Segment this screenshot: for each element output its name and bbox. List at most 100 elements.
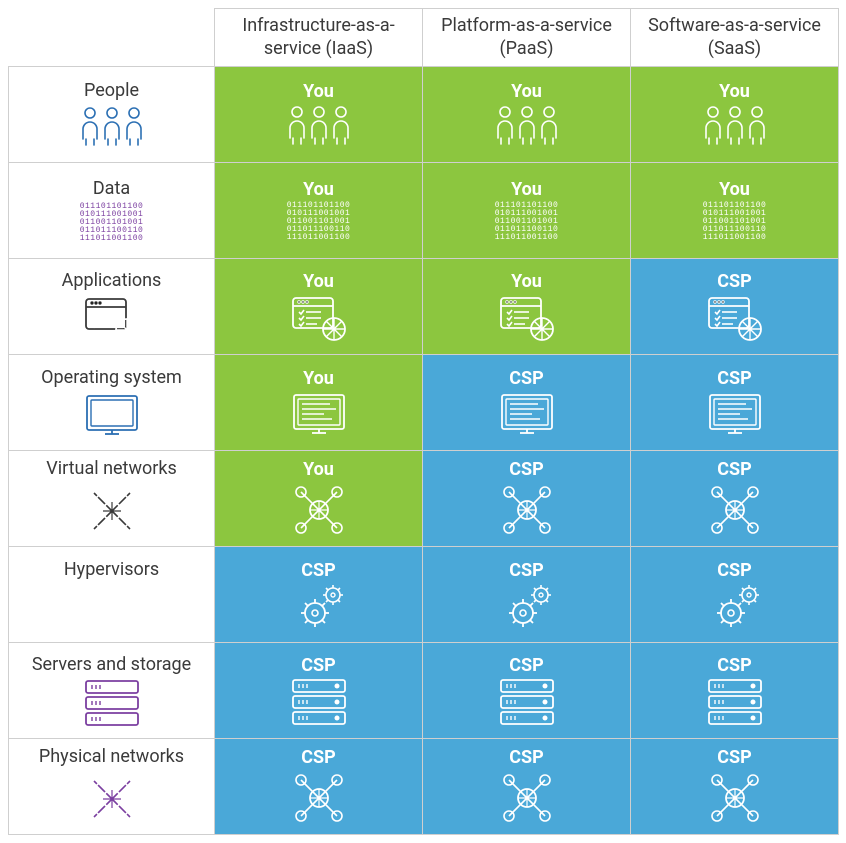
col-header-iaas: Infrastructure-as-a-service (IaaS): [215, 9, 423, 67]
people-icon: [427, 104, 626, 148]
servers-icon: .srv-led circle{fill:#ffffff;stroke:none…: [219, 678, 418, 726]
table-row: Physical networks .net-node{stroke:#2b6f…: [9, 739, 839, 835]
data-icon: 011101101100 010111001001 011001101001 0…: [219, 202, 418, 242]
cell-physnet-saas: CSP .net-node{stroke:#ffffff} .net-cente…: [631, 739, 839, 835]
table-row: Data 011101101100 010111001001 0110011010…: [9, 163, 839, 259]
responsibility-label: CSP: [427, 459, 626, 480]
cell-hyp-saas: CSP .gear-big *{stroke:#ffffff} .gear-sm…: [631, 547, 839, 643]
vnet-icon: .net-node{stroke:#7b3fa0} .net-center{fi…: [13, 483, 210, 539]
row-header-people: People: [9, 67, 215, 163]
os-icon: .os-lines line{stroke:#e98a3c}: [13, 392, 210, 438]
cell-apps-paas: You .app-lines line,.app-lines path{stro…: [423, 259, 631, 355]
cell-people-paas: You: [423, 67, 631, 163]
responsibility-label: CSP: [219, 747, 418, 768]
data-icon: 011101101100 010111001001 011001101001 0…: [13, 203, 210, 243]
cell-hyp-paas: CSP .gear-big *{stroke:#ffffff} .gear-sm…: [423, 547, 631, 643]
row-label: Data: [13, 178, 210, 199]
responsibility-label: CSP: [219, 655, 418, 676]
cell-people-iaas: You: [215, 67, 423, 163]
responsibility-label: CSP: [635, 560, 834, 581]
responsibility-label: CSP: [635, 655, 834, 676]
hypervisors-icon: .gear-big *{stroke:#e98a3c} .gear-small …: [13, 584, 210, 630]
cell-people-saas: You: [631, 67, 839, 163]
row-label: Operating system: [13, 367, 210, 388]
table-row: Virtual networks .net-node{stroke:#7b3fa…: [9, 451, 839, 547]
hypervisors-icon: .gear-big *{stroke:#ffffff} .gear-small …: [635, 583, 834, 629]
responsibility-label: You: [427, 271, 626, 292]
cell-servers-paas: CSP .srv-led circle{fill:#ffffff;stroke:…: [423, 643, 631, 739]
physnet-icon: .net-node{stroke:#ffffff} .net-center{fi…: [219, 770, 418, 826]
servers-icon: .srv-led circle{fill:#ffffff;stroke:none…: [427, 678, 626, 726]
row-label: Physical networks: [13, 746, 210, 767]
responsibility-label: You: [427, 81, 626, 102]
cell-servers-iaas: CSP .srv-led circle{fill:#ffffff;stroke:…: [215, 643, 423, 739]
people-icon: [219, 104, 418, 148]
responsibility-label: You: [219, 271, 418, 292]
applications-icon: .app-lines line,.app-lines path{stroke:#…: [427, 294, 626, 342]
servers-icon: .srv-led circle{fill:#e98a3c;stroke:none…: [13, 679, 210, 727]
responsibility-label: CSP: [635, 271, 834, 292]
responsibility-label: You: [427, 179, 626, 200]
cell-os-iaas: You .os-lines line{stroke:#ffffff}: [215, 355, 423, 451]
responsibility-label: CSP: [219, 560, 418, 581]
physnet-icon: .net-node{stroke:#ffffff} .net-center{fi…: [635, 770, 834, 826]
data-icon: 011101101100 010111001001 011001101001 0…: [635, 202, 834, 242]
row-header-hyp: Hypervisors .gear-big *{stroke:#e98a3c} …: [9, 547, 215, 643]
row-header-physnet: Physical networks .net-node{stroke:#2b6f…: [9, 739, 215, 835]
table-row: People You You You: [9, 67, 839, 163]
vnet-icon: .net-node{stroke:#ffffff} .net-center{fi…: [427, 482, 626, 538]
applications-icon: .app-lines line,.app-lines path{stroke:#…: [13, 295, 210, 343]
applications-icon: .app-lines line,.app-lines path{stroke:#…: [635, 294, 834, 342]
row-label: People: [13, 80, 210, 101]
responsibility-label: You: [635, 179, 834, 200]
cell-physnet-iaas: CSP .net-node{stroke:#ffffff} .net-cente…: [215, 739, 423, 835]
people-icon: [13, 105, 210, 149]
col-header-saas: Software-as-a-service (SaaS): [631, 9, 839, 67]
cell-servers-saas: CSP .srv-led circle{fill:#ffffff;stroke:…: [631, 643, 839, 739]
cell-vnet-paas: CSP .net-node{stroke:#ffffff} .net-cente…: [423, 451, 631, 547]
cell-vnet-saas: CSP .net-node{stroke:#ffffff} .net-cente…: [631, 451, 839, 547]
cell-data-iaas: You011101101100 010111001001 01100110100…: [215, 163, 423, 259]
os-icon: .os-lines line{stroke:#ffffff}: [219, 391, 418, 437]
row-header-apps: Applications .app-lines line,.app-lines …: [9, 259, 215, 355]
vnet-icon: .net-node{stroke:#ffffff} .net-center{fi…: [219, 482, 418, 538]
cell-data-paas: You011101101100 010111001001 01100110100…: [423, 163, 631, 259]
col-header-paas: Platform-as-a-service (PaaS): [423, 9, 631, 67]
cell-hyp-iaas: CSP .gear-big *{stroke:#ffffff} .gear-sm…: [215, 547, 423, 643]
data-icon: 011101101100 010111001001 011001101001 0…: [427, 202, 626, 242]
cell-apps-iaas: You .app-lines line,.app-lines path{stro…: [215, 259, 423, 355]
responsibility-label: You: [635, 81, 834, 102]
table-row: Servers and storage .srv-led circle{fill…: [9, 643, 839, 739]
cell-vnet-iaas: You .net-node{stroke:#ffffff} .net-cente…: [215, 451, 423, 547]
responsibility-label: You: [219, 81, 418, 102]
table-row: Applications .app-lines line,.app-lines …: [9, 259, 839, 355]
row-label: Virtual networks: [13, 458, 210, 479]
responsibility-label: CSP: [635, 747, 834, 768]
vnet-icon: .net-node{stroke:#ffffff} .net-center{fi…: [635, 482, 834, 538]
responsibility-label: CSP: [635, 459, 834, 480]
physnet-icon: .net-node{stroke:#ffffff} .net-center{fi…: [427, 770, 626, 826]
cell-os-saas: CSP .os-lines line{stroke:#ffffff}: [631, 355, 839, 451]
cell-os-paas: CSP .os-lines line{stroke:#ffffff}: [423, 355, 631, 451]
responsibility-label: You: [219, 368, 418, 389]
cell-apps-saas: CSP .app-lines line,.app-lines path{stro…: [631, 259, 839, 355]
hypervisors-icon: .gear-big *{stroke:#ffffff} .gear-small …: [219, 583, 418, 629]
table-row: Operating system .os-lines line{stroke:#…: [9, 355, 839, 451]
applications-icon: .app-lines line,.app-lines path{stroke:#…: [219, 294, 418, 342]
hypervisors-icon: .gear-big *{stroke:#ffffff} .gear-small …: [427, 583, 626, 629]
os-icon: .os-lines line{stroke:#ffffff}: [635, 391, 834, 437]
responsibility-label: CSP: [427, 368, 626, 389]
row-header-data: Data 011101101100 010111001001 0110011010…: [9, 163, 215, 259]
responsibility-label: CSP: [635, 368, 834, 389]
responsibility-label: CSP: [427, 747, 626, 768]
row-label: Applications: [13, 270, 210, 291]
row-header-os: Operating system .os-lines line{stroke:#…: [9, 355, 215, 451]
row-label: Servers and storage: [13, 654, 210, 675]
row-header-servers: Servers and storage .srv-led circle{fill…: [9, 643, 215, 739]
cell-data-saas: You011101101100 010111001001 01100110100…: [631, 163, 839, 259]
row-label: Hypervisors: [13, 559, 210, 580]
corner-cell: [9, 9, 215, 67]
responsibility-label: CSP: [427, 655, 626, 676]
people-icon: [635, 104, 834, 148]
responsibility-label: You: [219, 179, 418, 200]
